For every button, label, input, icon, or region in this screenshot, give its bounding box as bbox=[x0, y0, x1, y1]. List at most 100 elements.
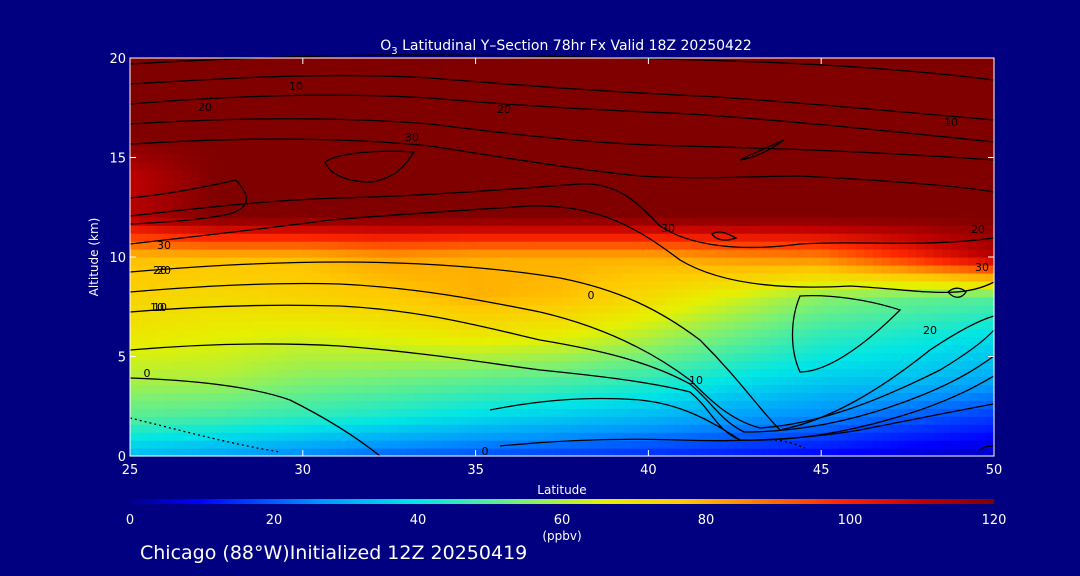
heatmap-cell bbox=[562, 408, 572, 417]
heatmap-cell bbox=[181, 304, 192, 314]
heatmap-cell bbox=[328, 408, 338, 417]
heatmap-cell bbox=[406, 97, 416, 107]
heatmap-cell bbox=[829, 73, 840, 83]
heatmap-cell bbox=[389, 424, 399, 433]
heatmap-cell bbox=[518, 416, 529, 425]
heatmap-cell bbox=[466, 392, 477, 401]
heatmap-cell bbox=[898, 217, 909, 226]
heatmap-cell bbox=[916, 145, 926, 155]
heatmap-cell bbox=[458, 153, 468, 163]
heatmap-cell bbox=[233, 209, 243, 218]
heatmap-cell bbox=[492, 448, 503, 457]
heatmap-cell bbox=[968, 424, 978, 433]
heatmap-cell bbox=[311, 225, 321, 234]
heatmap-cell bbox=[613, 288, 624, 298]
heatmap-cell bbox=[752, 137, 762, 147]
heatmap-cell bbox=[458, 416, 468, 425]
heatmap-cell bbox=[968, 249, 978, 258]
heatmap-cell bbox=[466, 225, 477, 234]
heatmap-cell bbox=[968, 336, 978, 346]
heatmap-cell bbox=[492, 169, 503, 178]
heatmap-cell bbox=[674, 312, 684, 322]
heatmap-cell bbox=[985, 257, 995, 266]
heatmap-cell bbox=[942, 97, 952, 107]
heatmap-cell bbox=[570, 320, 580, 330]
heatmap-cell bbox=[726, 233, 736, 242]
heatmap-cell bbox=[553, 97, 563, 107]
heatmap-cell bbox=[734, 408, 745, 417]
heatmap-cell bbox=[363, 209, 373, 218]
heatmap-cell bbox=[216, 225, 226, 234]
heatmap-cell bbox=[553, 336, 563, 346]
heatmap-cell bbox=[199, 97, 209, 107]
heatmap-cell bbox=[812, 296, 822, 306]
heatmap-cell bbox=[933, 312, 943, 322]
heatmap-cell bbox=[397, 209, 408, 218]
heatmap-cell bbox=[242, 312, 252, 322]
heatmap-cell bbox=[130, 209, 140, 218]
heatmap-cell bbox=[717, 392, 727, 401]
heatmap-cell bbox=[605, 352, 615, 362]
heatmap-cell bbox=[648, 448, 658, 457]
heatmap-cell bbox=[484, 408, 494, 417]
heatmap-cell bbox=[337, 376, 347, 385]
heatmap-cell bbox=[942, 432, 952, 441]
heatmap-cell bbox=[786, 65, 796, 75]
heatmap-cell bbox=[475, 225, 485, 234]
heatmap-cell bbox=[916, 249, 926, 258]
heatmap-cell bbox=[354, 336, 364, 346]
heatmap-cell bbox=[199, 336, 209, 346]
heatmap-cell bbox=[855, 105, 865, 115]
heatmap-cell bbox=[466, 209, 477, 218]
heatmap-cell bbox=[354, 448, 364, 457]
heatmap-cell bbox=[397, 312, 408, 322]
heatmap-cell bbox=[155, 185, 166, 194]
heatmap-cell bbox=[225, 392, 235, 401]
heatmap-cell bbox=[346, 58, 356, 67]
heatmap-cell bbox=[458, 264, 468, 274]
heatmap-cell bbox=[216, 296, 226, 306]
heatmap-cell bbox=[682, 249, 693, 258]
heatmap-cell bbox=[406, 201, 416, 210]
heatmap-cell bbox=[985, 384, 995, 393]
heatmap-cell bbox=[562, 225, 572, 234]
heatmap-cell bbox=[657, 249, 667, 258]
heatmap-cell bbox=[138, 73, 148, 83]
heatmap-cell bbox=[674, 424, 684, 433]
heatmap-cell bbox=[207, 129, 217, 139]
heatmap-cell bbox=[432, 217, 442, 226]
heatmap-cell bbox=[778, 81, 788, 91]
heatmap-cell bbox=[587, 145, 598, 155]
heatmap-cell bbox=[259, 185, 269, 194]
heatmap-cell bbox=[466, 257, 477, 266]
heatmap-cell bbox=[613, 209, 624, 218]
heatmap-cell bbox=[190, 249, 200, 258]
heatmap-cell bbox=[803, 169, 814, 178]
heatmap-cell bbox=[622, 344, 632, 354]
heatmap-cell bbox=[389, 368, 399, 377]
heatmap-cell bbox=[596, 376, 606, 385]
heatmap-cell bbox=[769, 73, 779, 83]
heatmap-cell bbox=[199, 360, 209, 370]
heatmap-cell bbox=[328, 121, 338, 131]
heatmap-cell bbox=[760, 257, 770, 266]
heatmap-cell bbox=[441, 241, 451, 250]
heatmap-cell bbox=[639, 65, 649, 75]
heatmap-cell bbox=[527, 312, 537, 322]
heatmap-cell bbox=[907, 201, 917, 210]
heatmap-cell bbox=[976, 241, 986, 250]
heatmap-cell bbox=[613, 257, 624, 266]
heatmap-cell bbox=[959, 344, 969, 354]
heatmap-cell bbox=[320, 233, 330, 242]
heatmap-cell bbox=[302, 89, 313, 99]
heatmap-cell bbox=[441, 153, 451, 163]
heatmap-cell bbox=[510, 312, 520, 322]
heatmap-cell bbox=[838, 400, 848, 409]
heatmap-cell bbox=[415, 113, 425, 123]
heatmap-cell bbox=[942, 89, 952, 99]
heatmap-cell bbox=[734, 440, 745, 449]
heatmap-cell bbox=[130, 384, 140, 393]
heatmap-cell bbox=[492, 65, 503, 75]
heatmap-cell bbox=[803, 280, 814, 290]
heatmap-cell bbox=[199, 296, 209, 306]
